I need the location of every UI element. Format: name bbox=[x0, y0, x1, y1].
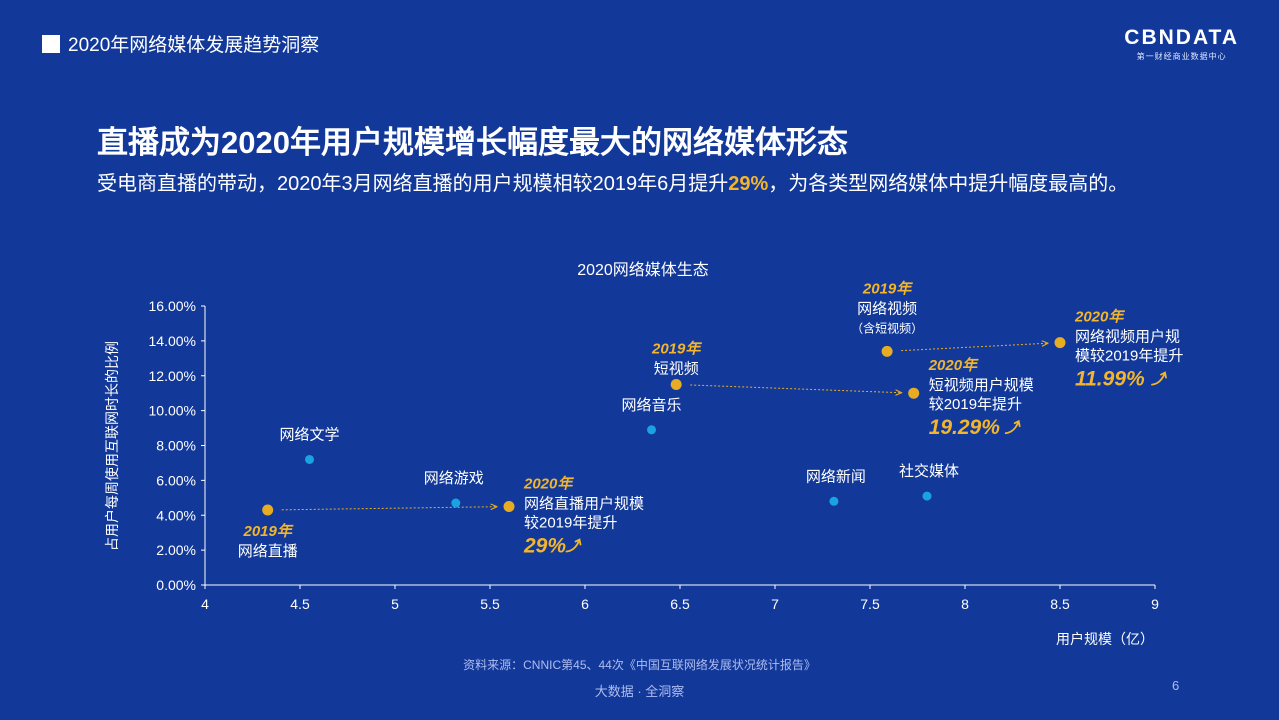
y-tick-label: 4.00% bbox=[156, 507, 196, 523]
brand-logo: CBNDATA bbox=[1124, 26, 1239, 49]
growth-arrow-icon bbox=[565, 538, 582, 553]
point-short2020 bbox=[908, 387, 920, 399]
brand-logo-block: CBNDATA 第一财经商业数据中心 bbox=[1124, 26, 1239, 62]
year-label: 2020年 bbox=[523, 475, 574, 493]
x-tick-label: 4 bbox=[201, 596, 209, 612]
x-tick-label: 8 bbox=[961, 596, 969, 612]
source-note: 资料来源：CNNIC第45、44次《中国互联网络发展状况统计报告》 bbox=[463, 658, 816, 672]
subtitle-text-start: 受电商直播的带动，2020年3月网络直播的用户规模相较2019年6月提升 bbox=[97, 173, 729, 195]
y-tick-label: 8.00% bbox=[156, 438, 196, 454]
y-tick-label: 2.00% bbox=[156, 542, 196, 558]
point-label: （含短视频） bbox=[851, 320, 923, 335]
x-tick-label: 7.5 bbox=[860, 596, 880, 612]
point-label: 网络视频用户规 bbox=[1075, 329, 1180, 346]
section-marker-icon bbox=[42, 34, 60, 53]
point-live2020 bbox=[503, 501, 515, 513]
y-tick-label: 12.00% bbox=[149, 368, 196, 384]
section-title: 2020年网络媒体发展趋势洞察 bbox=[68, 35, 320, 56]
footer-brand: 大数据 · 全洞察 bbox=[594, 684, 685, 699]
chart-title: 2020网络媒体生态 bbox=[577, 260, 709, 279]
point-label: 网络直播 bbox=[238, 543, 298, 560]
year-label: 2020年 bbox=[928, 356, 979, 374]
x-tick-label: 6.5 bbox=[670, 596, 690, 612]
page-subtitle: 受电商直播的带动，2020年3月网络直播的用户规模相较2019年6月提升29%，… bbox=[97, 170, 1207, 199]
growth-value: 11.99% bbox=[1075, 368, 1145, 391]
point-short2019 bbox=[670, 378, 682, 390]
x-axis-label: 用户规模（亿） bbox=[1056, 631, 1154, 647]
growth-arrow bbox=[690, 384, 902, 393]
point-label: 网络直播用户规模 bbox=[524, 496, 644, 513]
point-label: 较2019年提升 bbox=[929, 395, 1022, 413]
point-label: 短视频 bbox=[654, 360, 699, 377]
page-title: 直播成为2020年用户规模增长幅度最大的网络媒体形态 bbox=[97, 125, 848, 160]
x-tick-label: 6 bbox=[581, 596, 589, 612]
x-tick-label: 8.5 bbox=[1050, 596, 1070, 612]
growth-arrow-icon bbox=[1004, 419, 1021, 435]
growth-arrow bbox=[281, 507, 497, 511]
point-label: 网络新闻 bbox=[806, 468, 866, 485]
point-social bbox=[922, 491, 932, 501]
header-section: 2020年网络媒体发展趋势洞察 bbox=[42, 30, 319, 57]
growth-arrow bbox=[901, 343, 1048, 352]
point-label: 网络文学 bbox=[279, 426, 339, 443]
x-tick-label: 9 bbox=[1151, 596, 1159, 612]
point-live2019 bbox=[262, 504, 274, 516]
x-tick-label: 7 bbox=[771, 596, 779, 612]
subtitle-text-end: ，为各类型网络媒体中提升幅度最高的。 bbox=[768, 173, 1129, 195]
year-label: 2019年 bbox=[651, 339, 702, 357]
point-video2020 bbox=[1054, 337, 1066, 349]
subtitle-highlight: 29% bbox=[728, 173, 769, 195]
y-tick-label: 10.00% bbox=[149, 403, 196, 419]
point-lit bbox=[305, 454, 314, 464]
x-tick-label: 5.5 bbox=[480, 596, 500, 612]
y-tick-label: 6.00% bbox=[156, 472, 196, 488]
point-label: 短视频用户规模 bbox=[929, 377, 1034, 394]
growth-value: 29% bbox=[523, 535, 566, 558]
point-label: 模较2019年提升 bbox=[1075, 347, 1183, 365]
y-tick-label: 14.00% bbox=[149, 333, 196, 349]
page-number: 6 bbox=[1172, 678, 1180, 693]
point-label: 网络视频 bbox=[857, 300, 917, 317]
x-tick-label: 5 bbox=[391, 596, 399, 612]
point-label: 网络音乐 bbox=[621, 397, 681, 414]
y-tick-label: 0.00% bbox=[156, 577, 196, 593]
y-axis-label: 占用户每周使用互联网时长的比例 bbox=[104, 341, 120, 551]
year-label: 2020年 bbox=[1074, 308, 1125, 326]
point-label: 社交媒体 bbox=[899, 462, 959, 480]
y-tick-label: 16.00% bbox=[149, 298, 196, 314]
year-label: 2019年 bbox=[862, 279, 913, 297]
growth-arrow-icon bbox=[1151, 371, 1167, 386]
point-video2019 bbox=[881, 345, 893, 357]
growth-value: 19.29% bbox=[929, 416, 1001, 439]
point-game bbox=[451, 498, 461, 508]
point-news bbox=[829, 496, 839, 506]
point-label: 较2019年提升 bbox=[524, 514, 617, 532]
year-label: 2019年 bbox=[243, 522, 294, 540]
x-tick-label: 4.5 bbox=[290, 596, 310, 612]
point-music bbox=[647, 425, 656, 435]
point-label: 网络游戏 bbox=[424, 470, 484, 487]
brand-tagline: 第一财经商业数据中心 bbox=[1136, 52, 1227, 61]
